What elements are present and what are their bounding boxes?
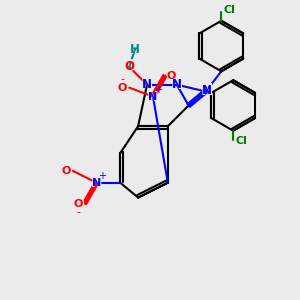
Text: -: -	[76, 207, 80, 217]
Text: O: O	[166, 69, 177, 83]
Text: N: N	[148, 92, 158, 101]
Text: O: O	[118, 82, 127, 93]
Text: +: +	[98, 171, 106, 181]
Text: O: O	[167, 71, 176, 81]
Text: -: -	[121, 74, 125, 84]
Text: O: O	[124, 60, 134, 73]
Text: H: H	[130, 43, 140, 56]
Text: O: O	[74, 199, 83, 208]
Text: +: +	[154, 85, 162, 95]
Text: N: N	[142, 78, 152, 91]
Text: N: N	[200, 83, 213, 98]
Text: O: O	[117, 81, 129, 94]
Text: N: N	[141, 77, 153, 92]
Text: O: O	[60, 164, 72, 178]
Text: N: N	[172, 78, 182, 91]
Text: N: N	[147, 89, 159, 103]
Text: N: N	[91, 176, 102, 190]
Text: N: N	[171, 77, 183, 92]
Text: N: N	[92, 178, 101, 188]
Text: O: O	[123, 59, 135, 74]
Text: Cl: Cl	[222, 3, 237, 17]
Text: O: O	[61, 166, 71, 176]
Text: H: H	[129, 41, 141, 56]
Text: Cl: Cl	[234, 134, 249, 148]
Text: Cl: Cl	[236, 136, 247, 146]
Text: O: O	[72, 196, 84, 211]
Text: Cl: Cl	[224, 5, 236, 15]
Text: N: N	[202, 84, 212, 97]
